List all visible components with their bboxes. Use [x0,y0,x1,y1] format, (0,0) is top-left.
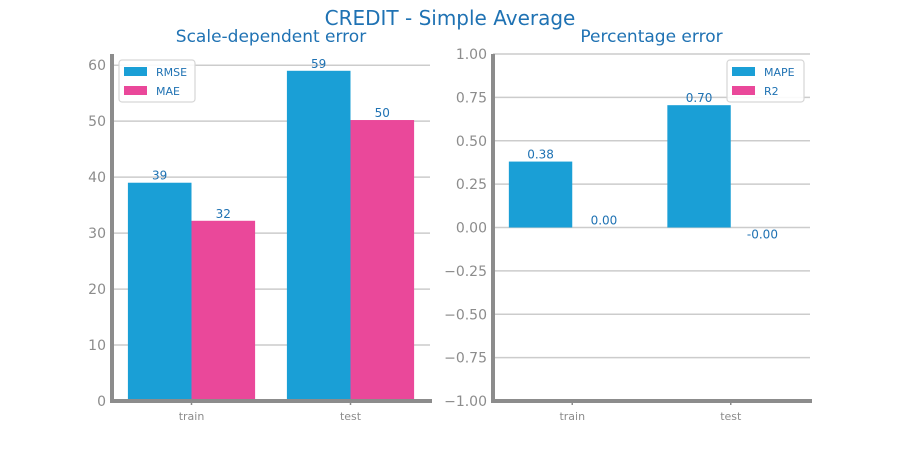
data-label: 0.70 [686,91,713,105]
chart-title: Scale-dependent error [176,27,366,47]
figure-title: CREDIT - Simple Average [325,6,576,30]
data-label: 0.00 [591,214,618,228]
legend-label: RMSE [156,66,187,79]
x-tick-label: train [559,410,585,423]
legend-swatch [732,67,755,76]
chart-scale-dependent-error: Scale-dependent error 0 10 20 30 40 50 60 39 59 32… [88,27,432,423]
y-tick-label: 10 [88,338,106,354]
y-tick-label: −0.50 [444,307,487,323]
legend-label: MAE [156,85,180,98]
data-label: -0.00 [747,228,778,242]
bar-mape-train [508,161,573,228]
y-tick-label: 50 [88,114,106,130]
y-tick-label: 1.00 [456,47,487,63]
data-label: 0.38 [527,148,554,162]
y-tick-label: 0.50 [456,134,487,150]
legend-label: R2 [764,85,779,98]
x-tick-label: train [179,410,205,423]
legend: MAPE R2 [726,59,805,103]
y-tick-label: −0.75 [444,351,487,367]
y-tick-label: 30 [88,226,106,242]
data-label: 32 [216,207,231,221]
bar-rmse-test [286,70,351,402]
y-tick-label: −0.25 [444,264,487,280]
y-tick-label: 0.25 [456,177,487,193]
legend-swatch [124,67,147,76]
y-tick-label: 0.00 [456,221,487,237]
chart-title: Percentage error [580,27,722,47]
bar-mae-train [191,220,256,401]
y-tick-label: 60 [88,58,106,74]
x-tick-label: test [340,410,362,423]
data-label: 59 [311,57,326,71]
legend-swatch [124,86,147,95]
legend-label: MAPE [764,66,795,79]
legend-swatch [732,86,755,95]
y-tick-label: 0 [97,394,106,410]
y-tick-label: 0.75 [456,90,487,106]
y-tick-label: 40 [88,170,106,186]
y-tick-label: −1.00 [444,394,487,410]
bar-mae-test [350,120,415,402]
chart-percentage-error: Percentage error −1.00 −0.75 −0.50 −0.25 0.00… [444,27,812,423]
data-label: 39 [152,169,167,183]
bar-rmse-train [127,182,192,401]
x-tick-label: test [720,410,742,423]
data-label: 50 [375,106,390,120]
legend: RMSE MAE [118,59,196,103]
bar-mape-test [667,105,731,228]
y-tick-label: 20 [88,282,106,298]
